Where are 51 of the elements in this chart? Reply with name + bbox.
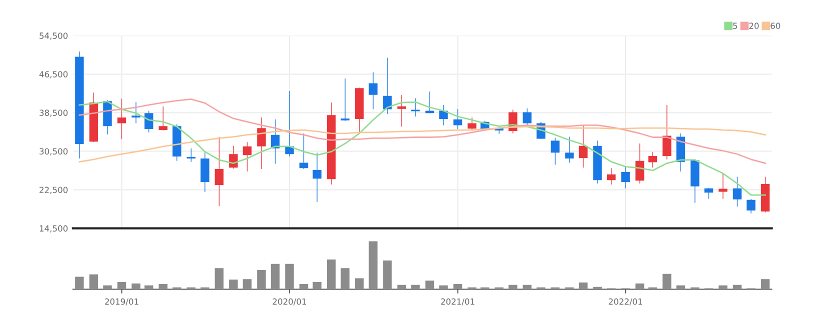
y-tick-label: 46,500	[39, 71, 68, 78]
bar	[578, 282, 588, 290]
x-tick-label: 2019/01	[105, 298, 138, 306]
bar	[522, 284, 532, 290]
bar	[242, 279, 252, 290]
bar	[132, 283, 140, 290]
bar	[453, 284, 462, 290]
y-tick-label: 38,500	[40, 110, 68, 117]
bar	[229, 280, 238, 290]
bar	[508, 284, 518, 290]
x-tick-label: 2020/01	[272, 298, 306, 306]
bar	[257, 270, 266, 290]
bar	[732, 284, 742, 290]
bar	[214, 268, 224, 290]
bar	[439, 285, 448, 290]
y-tick-label: 30,500	[40, 148, 68, 156]
bar	[75, 276, 84, 290]
bar	[718, 285, 728, 290]
legend-label: 5	[733, 22, 738, 29]
bar	[411, 284, 420, 290]
bar	[117, 282, 126, 290]
bar	[89, 274, 98, 290]
candlestick	[158, 106, 168, 131]
bar	[760, 279, 770, 290]
bar	[299, 284, 308, 290]
bar	[312, 282, 322, 290]
line-series	[78, 98, 766, 164]
bar	[368, 241, 378, 290]
x-tick-label: 2021/01	[441, 298, 474, 306]
bar	[425, 280, 434, 290]
bar	[635, 283, 644, 290]
bar	[383, 260, 392, 290]
bar	[158, 284, 168, 290]
y-tick-label: 22,500	[40, 186, 68, 194]
bar	[397, 284, 406, 290]
bar	[340, 268, 350, 290]
bar	[355, 278, 364, 290]
bar	[285, 264, 294, 290]
bar	[103, 285, 112, 290]
candlestick	[383, 58, 392, 114]
y-tick-label: 14,500	[40, 225, 68, 232]
legend-label: 20	[749, 22, 759, 29]
candlestick	[132, 102, 140, 124]
x-tick-label: 2022/01	[608, 298, 642, 306]
bar	[326, 260, 336, 290]
y-tick-label: 54,500	[40, 32, 68, 40]
candlestick	[312, 152, 322, 202]
bar	[270, 264, 280, 290]
legend-label: 60	[770, 22, 780, 29]
candlestick	[565, 136, 574, 163]
bar	[662, 274, 672, 290]
